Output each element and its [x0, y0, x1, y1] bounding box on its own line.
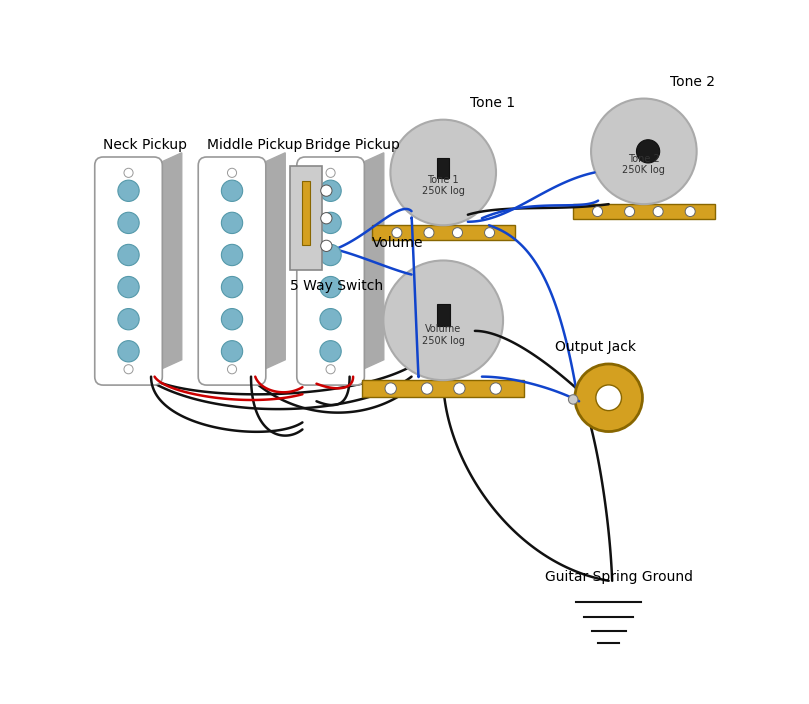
Circle shape: [653, 206, 663, 217]
Circle shape: [118, 277, 139, 298]
FancyBboxPatch shape: [362, 380, 524, 397]
FancyBboxPatch shape: [297, 157, 364, 385]
FancyBboxPatch shape: [303, 182, 310, 246]
Circle shape: [452, 227, 463, 238]
Circle shape: [625, 206, 634, 217]
FancyBboxPatch shape: [573, 204, 715, 219]
Circle shape: [591, 99, 697, 204]
Circle shape: [227, 168, 236, 177]
Polygon shape: [154, 153, 182, 372]
Circle shape: [118, 212, 139, 234]
Text: Neck Pickup: Neck Pickup: [104, 138, 187, 152]
Circle shape: [118, 341, 139, 362]
Circle shape: [118, 180, 139, 201]
Circle shape: [392, 227, 402, 238]
Text: Guitar Spring Ground: Guitar Spring Ground: [545, 570, 693, 584]
Circle shape: [383, 260, 503, 380]
Circle shape: [222, 277, 243, 298]
Circle shape: [454, 383, 465, 394]
Circle shape: [637, 139, 659, 163]
Circle shape: [424, 227, 434, 238]
Text: Tone 1: Tone 1: [469, 96, 515, 110]
FancyBboxPatch shape: [438, 158, 449, 177]
Circle shape: [320, 185, 332, 196]
Text: Bridge Pickup: Bridge Pickup: [305, 138, 400, 152]
Polygon shape: [356, 153, 383, 372]
Circle shape: [222, 180, 243, 201]
Circle shape: [490, 383, 502, 394]
FancyBboxPatch shape: [290, 166, 322, 270]
FancyBboxPatch shape: [198, 157, 266, 385]
Circle shape: [320, 341, 341, 362]
Circle shape: [595, 385, 621, 410]
Text: 5 Way Switch: 5 Way Switch: [290, 279, 383, 294]
FancyBboxPatch shape: [95, 157, 163, 385]
Text: Volume
250K log: Volume 250K log: [421, 325, 464, 346]
Circle shape: [575, 364, 642, 432]
Text: Tone 1
250K log: Tone 1 250K log: [421, 175, 464, 196]
Circle shape: [124, 168, 133, 177]
Circle shape: [222, 212, 243, 234]
Text: Output Jack: Output Jack: [555, 340, 636, 354]
Circle shape: [391, 120, 496, 225]
Circle shape: [320, 213, 332, 224]
Circle shape: [326, 168, 335, 177]
Circle shape: [569, 395, 578, 404]
Circle shape: [385, 383, 396, 394]
Circle shape: [320, 240, 332, 251]
Circle shape: [685, 206, 695, 217]
Circle shape: [320, 308, 341, 330]
Circle shape: [421, 383, 433, 394]
FancyBboxPatch shape: [372, 225, 515, 240]
Circle shape: [222, 244, 243, 265]
FancyBboxPatch shape: [437, 303, 450, 326]
Circle shape: [320, 212, 341, 234]
Circle shape: [320, 244, 341, 265]
Circle shape: [326, 365, 335, 374]
Text: Tone 2
250K log: Tone 2 250K log: [622, 153, 665, 175]
Polygon shape: [257, 153, 286, 372]
Circle shape: [222, 308, 243, 330]
Text: Volume: Volume: [371, 236, 423, 250]
Circle shape: [222, 341, 243, 362]
Text: Middle Pickup: Middle Pickup: [206, 138, 302, 152]
Circle shape: [118, 244, 139, 265]
Circle shape: [227, 365, 236, 374]
Circle shape: [485, 227, 494, 238]
Circle shape: [592, 206, 603, 217]
Circle shape: [118, 308, 139, 330]
Text: Tone 2: Tone 2: [671, 75, 715, 89]
Circle shape: [124, 365, 133, 374]
Circle shape: [320, 277, 341, 298]
Circle shape: [320, 180, 341, 201]
